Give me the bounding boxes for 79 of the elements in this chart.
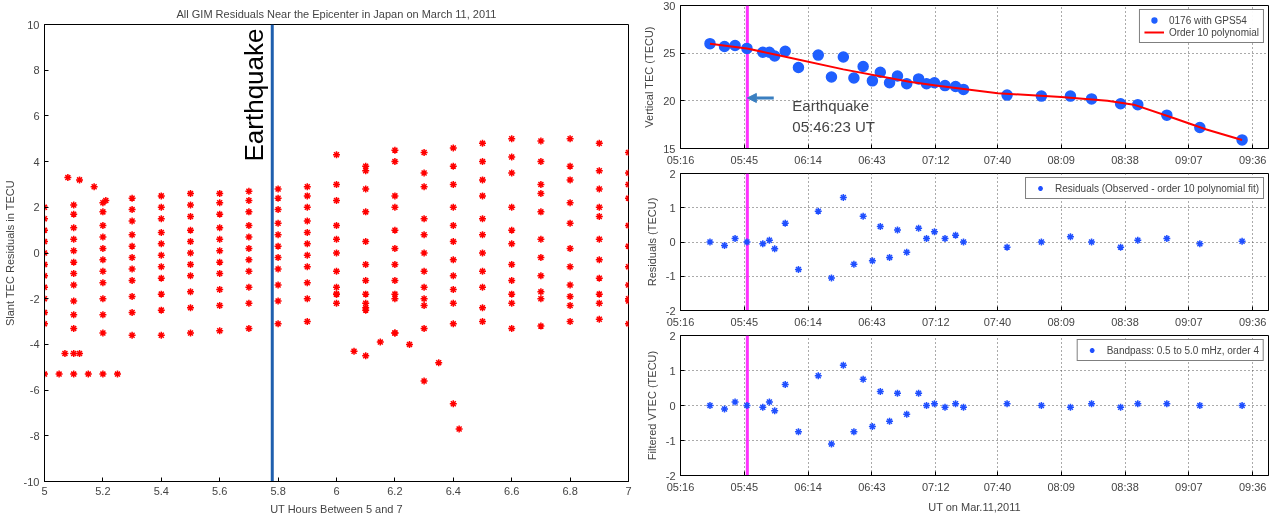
x-tick-label: 05:16 <box>666 315 695 328</box>
y-tick-label: 8 <box>33 64 40 77</box>
y-tick-label: 1 <box>669 364 676 377</box>
ref-line-label: Earthquake <box>239 28 270 162</box>
x-tick-label: 09:07 <box>1175 153 1203 166</box>
y-tick-label: 15 <box>663 142 676 155</box>
legend-label: 0176 with GPS54 <box>1168 14 1247 26</box>
legend-label: Residuals (Observed - order 10 polynomial fit) <box>1055 182 1259 194</box>
x-tick-label: 09:36 <box>1238 480 1267 493</box>
y-axis-title: Vertical TEC (TECU) <box>643 26 656 128</box>
x-tick-label: 07:40 <box>983 315 1012 328</box>
x-tick-label: 07:40 <box>983 480 1012 493</box>
x-tick-label: 08:38 <box>1111 315 1139 328</box>
x-tick-label: 05:45 <box>730 480 759 493</box>
y-tick-label: -1 <box>665 434 676 447</box>
x-tick-label: 05:16 <box>666 480 695 493</box>
x-tick-label: 07:12 <box>922 153 950 166</box>
y-tick-label: -2 <box>29 292 40 305</box>
y-tick-label: 0 <box>33 247 40 259</box>
x-tick-label: 09:07 <box>1175 315 1203 328</box>
chart-title: All GIM Residuals Near the Epicenter in Japan on March 11, 2011 <box>176 7 497 20</box>
x-tick-label: 09:36 <box>1238 315 1267 328</box>
x-tick-label: 06:43 <box>858 480 886 493</box>
y-tick-label: -1 <box>665 270 676 283</box>
x-tick-label: 6 <box>333 484 340 497</box>
y-tick-label: 10 <box>27 18 40 31</box>
y-tick-label: -6 <box>29 384 40 397</box>
y-tick-label: 2 <box>669 329 676 342</box>
y-axis-title: Slant TEC Residuals in TECU <box>3 180 16 327</box>
x-axis-title: UT Hours Between 5 and 7 <box>270 502 403 515</box>
x-tick-label: 6.6 <box>504 484 520 497</box>
x-tick-label: 06:43 <box>858 153 886 166</box>
y-tick-label: 1 <box>669 201 676 214</box>
x-tick-label: 6.4 <box>445 484 461 497</box>
y-axis-title: Filtered VTEC (TECU) <box>645 350 658 461</box>
y-tick-label: 2 <box>33 201 40 214</box>
legend-label: Bandpass: 0.5 to 5.0 mHz, order 4 <box>1106 344 1259 356</box>
x-tick-label: 06:43 <box>858 315 886 328</box>
y-tick-label: 0 <box>669 236 676 248</box>
x-axis-title: UT on Mar.11,2011 <box>928 500 1021 513</box>
legend-label: Order 10 polynomial <box>1168 26 1259 38</box>
y-tick-label: 2 <box>669 167 676 180</box>
y-tick-label: 30 <box>663 0 676 12</box>
x-tick-label: 06:14 <box>794 315 822 328</box>
y-axis-title: Residuals (TECU) <box>645 197 658 287</box>
annotation: Earthquake 05:46:23 UT <box>792 97 875 135</box>
x-tick-label: 6.2 <box>387 484 403 497</box>
x-tick-label: 06:14 <box>794 480 822 493</box>
x-tick-label: 08:09 <box>1047 153 1075 166</box>
y-tick-label: 0 <box>669 399 676 412</box>
y-tick-label: -2 <box>665 304 676 317</box>
x-tick-label: 08:38 <box>1111 153 1139 166</box>
x-tick-label: 5.4 <box>153 484 169 497</box>
x-tick-label: 6.8 <box>562 484 578 497</box>
x-tick-label: 05:45 <box>730 315 759 328</box>
x-tick-label: 5 <box>41 484 48 497</box>
x-tick-label: 07:12 <box>922 480 950 493</box>
x-tick-label: 5.8 <box>270 484 286 497</box>
y-tick-label: -2 <box>665 469 676 482</box>
x-tick-label: 5.2 <box>95 484 111 497</box>
x-tick-label: 08:38 <box>1111 480 1139 493</box>
x-tick-label: 09:36 <box>1238 153 1267 166</box>
x-tick-label: 09:07 <box>1175 480 1203 493</box>
x-tick-label: 05:45 <box>730 153 759 166</box>
x-tick-label: 7 <box>625 484 632 497</box>
y-tick-label: -8 <box>29 429 40 442</box>
y-tick-label: 6 <box>33 109 40 122</box>
y-tick-label: 20 <box>663 94 676 107</box>
y-tick-label: -4 <box>29 338 40 351</box>
x-tick-label: 08:09 <box>1047 315 1075 328</box>
y-tick-label: 4 <box>33 155 40 168</box>
x-tick-label: 08:09 <box>1047 480 1075 493</box>
x-tick-label: 06:14 <box>794 153 822 166</box>
x-tick-label: 5.6 <box>212 484 228 497</box>
x-tick-label: 07:40 <box>983 153 1012 166</box>
x-tick-label: 05:16 <box>666 153 695 166</box>
x-tick-label: 07:12 <box>922 315 950 328</box>
y-tick-label: -10 <box>23 475 40 488</box>
y-tick-label: 25 <box>663 47 676 60</box>
